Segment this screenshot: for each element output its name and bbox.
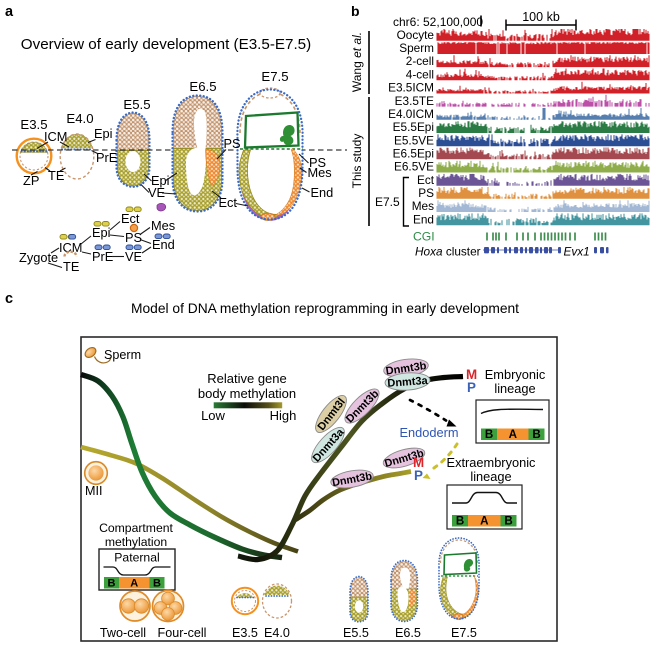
svg-text:E6.5VE: E6.5VE [394,160,434,174]
svg-text:E7.5: E7.5 [261,69,288,84]
svg-text:TE: TE [63,259,79,274]
svg-text:E6.5: E6.5 [395,626,421,640]
svg-text:Sperm: Sperm [104,348,141,362]
svg-text:PS: PS [309,155,326,170]
svg-text:M: M [413,455,424,470]
svg-text:a: a [5,4,14,20]
svg-text:Dnmt3a: Dnmt3a [387,375,429,390]
svg-text:Ect: Ect [219,195,238,210]
svg-text:E4.0ICM: E4.0ICM [388,107,434,121]
svg-text:E7.5: E7.5 [375,195,400,209]
svg-text:B: B [153,578,161,590]
svg-text:b: b [351,3,360,19]
svg-text:Mes: Mes [412,199,434,213]
svg-text:Two-cell: Two-cell [100,626,146,640]
svg-text:Epi: Epi [94,126,113,141]
svg-text:B: B [108,578,116,590]
svg-text:End: End [311,185,334,200]
svg-text:This study: This study [350,134,364,189]
svg-text:E5.5VE: E5.5VE [394,133,434,147]
svg-text:PrE: PrE [96,150,117,165]
svg-text:body methylation: body methylation [198,386,296,401]
svg-text:E5.5Epi: E5.5Epi [393,120,434,134]
svg-text:B: B [456,515,464,528]
svg-text:Epi: Epi [92,225,111,240]
svg-text:P: P [414,468,423,483]
svg-text:E4.0: E4.0 [66,111,93,126]
svg-text:PS: PS [224,136,241,151]
svg-text:lineage: lineage [470,469,511,484]
svg-text:PS: PS [125,230,142,245]
svg-text:4-cell: 4-cell [406,67,434,81]
svg-text:E3.5TE: E3.5TE [395,94,434,108]
svg-text:chr6: 52,100,000: chr6: 52,100,000 [393,15,483,29]
svg-text:E3.5ICM: E3.5ICM [388,81,434,95]
svg-text:Compartment: Compartment [99,521,173,535]
svg-text:E6.5: E6.5 [189,79,216,94]
svg-text:Low: Low [201,408,225,423]
svg-text:B: B [532,428,540,441]
svg-text:E6.5Epi: E6.5Epi [393,146,434,160]
svg-text:A: A [509,428,518,441]
svg-text:MII: MII [85,484,103,498]
svg-text:Model of DNA methylation repro: Model of DNA methylation reprogramming i… [131,301,519,316]
svg-text:PrE: PrE [92,249,113,264]
svg-text:M: M [466,367,477,382]
svg-text:PS: PS [418,186,434,200]
svg-text:Overview of early development: Overview of early development (E3.5-E7.5… [21,36,311,53]
svg-text:E3.5: E3.5 [20,117,47,132]
svg-text:Sperm: Sperm [399,41,434,55]
svg-text:Mes: Mes [151,218,175,233]
svg-text:VE: VE [148,185,165,200]
svg-text:Endoderm: Endoderm [399,425,458,440]
svg-text:Four-cell: Four-cell [158,626,207,640]
svg-text:Ect: Ect [417,173,435,187]
svg-text:2-cell: 2-cell [406,54,434,68]
svg-text:Relative gene: Relative gene [207,371,287,386]
svg-text:E7.5: E7.5 [451,626,477,640]
svg-text:ICM: ICM [59,240,82,255]
svg-text:E3.5: E3.5 [232,626,258,640]
svg-text:B: B [485,428,493,441]
svg-text:Epi: Epi [151,173,170,188]
svg-text:Mes: Mes [308,165,332,180]
svg-text:VE: VE [125,249,142,264]
svg-text:E4.0: E4.0 [264,626,290,640]
svg-text:Paternal: Paternal [114,551,159,565]
svg-text:Hoxa cluster: Hoxa cluster [415,245,481,259]
svg-text:E5.5: E5.5 [343,626,369,640]
svg-text:Ect: Ect [121,211,140,226]
svg-text:Zygote: Zygote [19,250,58,265]
svg-text:B: B [504,515,512,528]
svg-text:c: c [5,291,13,307]
svg-text:A: A [480,515,489,528]
svg-text:P: P [467,380,476,395]
svg-text:100 kb: 100 kb [522,10,560,24]
svg-text:CGI: CGI [413,230,435,244]
svg-text:lineage: lineage [494,381,535,396]
svg-text:Evx1: Evx1 [564,245,590,259]
svg-text:E5.5: E5.5 [123,97,150,112]
svg-text:Oocyte: Oocyte [397,28,435,42]
svg-text:End: End [152,237,175,252]
svg-text:High: High [270,408,297,423]
svg-text:ICM: ICM [44,129,67,144]
svg-text:Extraembryonic: Extraembryonic [447,455,536,470]
svg-text:ZP: ZP [23,173,39,188]
svg-text:End: End [413,212,434,226]
svg-text:Embryonic: Embryonic [485,367,546,382]
svg-text:A: A [130,578,138,590]
svg-text:TE: TE [48,168,64,183]
svg-text:Wang et al.: Wang et al. [350,32,364,92]
svg-text:methylation: methylation [105,535,167,549]
